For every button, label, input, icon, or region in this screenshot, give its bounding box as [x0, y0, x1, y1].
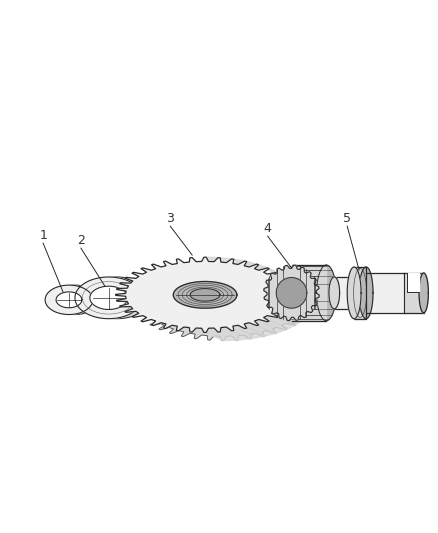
- Polygon shape: [329, 277, 339, 309]
- Polygon shape: [205, 257, 312, 341]
- Polygon shape: [56, 292, 82, 308]
- Text: 2: 2: [77, 233, 85, 247]
- Polygon shape: [51, 285, 99, 314]
- Polygon shape: [404, 273, 424, 313]
- Polygon shape: [116, 257, 294, 333]
- Polygon shape: [45, 285, 93, 314]
- Polygon shape: [90, 286, 127, 310]
- Polygon shape: [83, 277, 150, 319]
- Polygon shape: [334, 277, 354, 309]
- Polygon shape: [134, 265, 312, 341]
- Polygon shape: [419, 273, 428, 313]
- Polygon shape: [190, 288, 220, 301]
- Polygon shape: [75, 277, 142, 319]
- Text: 3: 3: [166, 212, 174, 225]
- Polygon shape: [317, 265, 336, 321]
- Polygon shape: [359, 267, 373, 319]
- Polygon shape: [191, 289, 255, 316]
- Polygon shape: [264, 265, 319, 321]
- Polygon shape: [98, 286, 135, 310]
- Polygon shape: [366, 273, 404, 313]
- Polygon shape: [407, 273, 419, 292]
- Text: 5: 5: [343, 212, 351, 225]
- Polygon shape: [173, 281, 237, 308]
- Text: 1: 1: [39, 229, 47, 241]
- Polygon shape: [347, 267, 361, 319]
- Text: 4: 4: [264, 222, 272, 235]
- Polygon shape: [354, 267, 366, 319]
- Polygon shape: [276, 278, 307, 308]
- Polygon shape: [292, 265, 326, 321]
- Polygon shape: [205, 281, 255, 316]
